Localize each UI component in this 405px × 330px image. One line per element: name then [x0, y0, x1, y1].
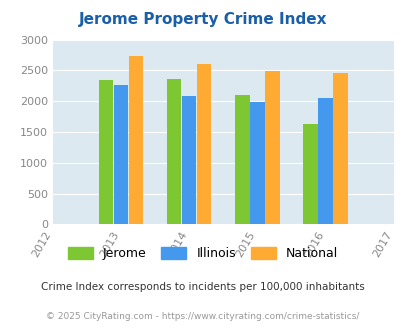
- Text: Crime Index corresponds to incidents per 100,000 inhabitants: Crime Index corresponds to incidents per…: [41, 282, 364, 292]
- Bar: [166, 79, 181, 224]
- Text: © 2025 CityRating.com - https://www.cityrating.com/crime-statistics/: © 2025 CityRating.com - https://www.city…: [46, 312, 359, 321]
- Legend: Jerome, Illinois, National: Jerome, Illinois, National: [62, 242, 343, 265]
- Bar: [113, 84, 128, 224]
- Bar: [196, 64, 211, 224]
- Bar: [128, 56, 143, 224]
- Text: Jerome Property Crime Index: Jerome Property Crime Index: [79, 12, 326, 26]
- Bar: [264, 71, 279, 224]
- Bar: [249, 102, 264, 224]
- Bar: [181, 96, 196, 224]
- Bar: [333, 73, 347, 224]
- Bar: [98, 80, 113, 224]
- Bar: [318, 98, 332, 224]
- Bar: [303, 124, 317, 224]
- Bar: [234, 95, 249, 224]
